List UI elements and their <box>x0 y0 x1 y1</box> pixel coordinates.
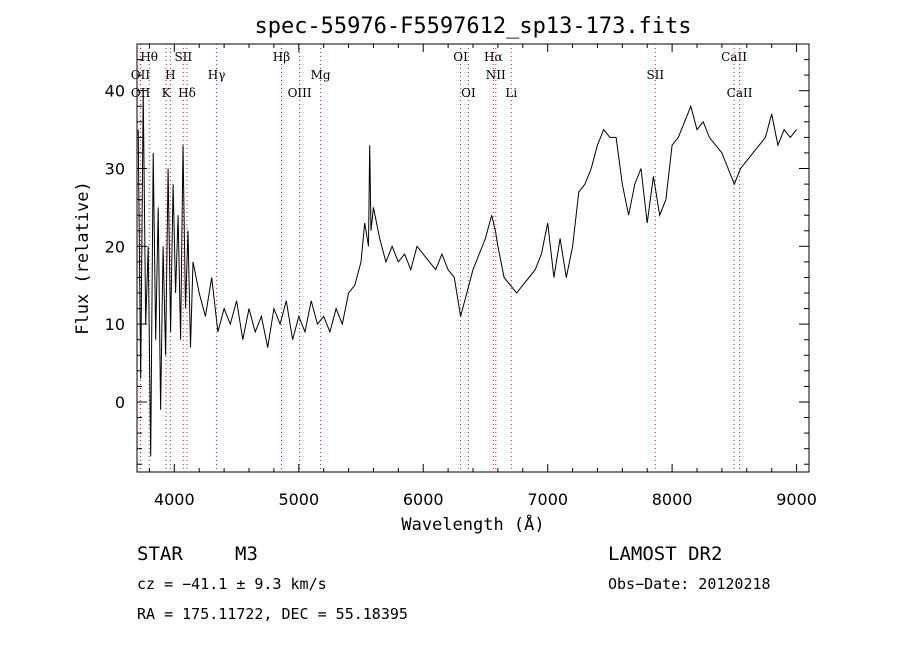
spectral-line-label: H <box>165 68 175 82</box>
spectral-line-label: SII <box>646 68 664 82</box>
chart-title: spec-55976-F5597612_sp13-173.fits <box>254 14 691 39</box>
y-tick-label: 0 <box>115 393 125 412</box>
spectral-line-label: NII <box>486 68 506 82</box>
x-tick-label: 5000 <box>278 490 319 509</box>
x-tick-label: 8000 <box>652 490 693 509</box>
x-tick-label: 9000 <box>776 490 817 509</box>
spectral-line-label: OIII <box>288 86 312 100</box>
x-tick-label: 6000 <box>403 490 444 509</box>
spectral-line-label: Hγ <box>208 68 226 82</box>
y-tick-label: 20 <box>105 237 125 256</box>
y-axis-label: Flux (relative) <box>73 181 93 335</box>
object-subclass: M3 <box>235 543 258 565</box>
spectral-line-label: Hα <box>484 50 503 64</box>
spectral-line-label: Hδ <box>178 86 196 100</box>
redshift-text: cz = −41.1 ± 9.3 km/s <box>137 575 327 593</box>
plot-frame <box>136 43 810 473</box>
obs-date-text: Obs−Date: 20120218 <box>608 575 771 593</box>
spectral-line-label: SII <box>174 50 192 64</box>
coordinates-text: RA = 175.11722, DEC = 55.18395 <box>137 605 408 623</box>
x-tick-label: 4000 <box>154 490 195 509</box>
spectral-line-label: OI <box>453 50 468 64</box>
y-tick-label: 10 <box>105 315 125 334</box>
spectral-line-label: Mg <box>311 68 331 82</box>
x-tick-label: 7000 <box>527 490 568 509</box>
spectral-line-label: OII <box>131 86 151 100</box>
spectral-line-label: CaII <box>727 86 753 100</box>
x-axis-ticks: 4000 5000 6000 7000 8000 9000 <box>148 44 817 509</box>
y-axis-ticks: 0 10 20 30 40 <box>105 43 809 465</box>
x-axis-label: Wavelength (Å) <box>401 513 544 535</box>
object-class: STAR <box>137 543 183 565</box>
survey-label: LAMOST DR2 <box>608 543 722 565</box>
y-tick-label: 40 <box>105 82 125 101</box>
spectral-line-label: Hθ <box>140 50 158 64</box>
spectral-line-label: CaII <box>721 50 747 64</box>
spectral-line-markers: HθOIIOIISIIHKHδHγHβMgOIIIOIOIHαNIILiSIIC… <box>131 44 753 472</box>
spectral-line-label: OI <box>461 86 476 100</box>
spectrum-line <box>137 90 797 457</box>
spectral-line-label: Li <box>505 86 517 100</box>
spectral-line-label: K <box>162 86 172 100</box>
y-tick-label: 30 <box>105 160 125 179</box>
spectral-line-label: Hβ <box>273 50 290 64</box>
